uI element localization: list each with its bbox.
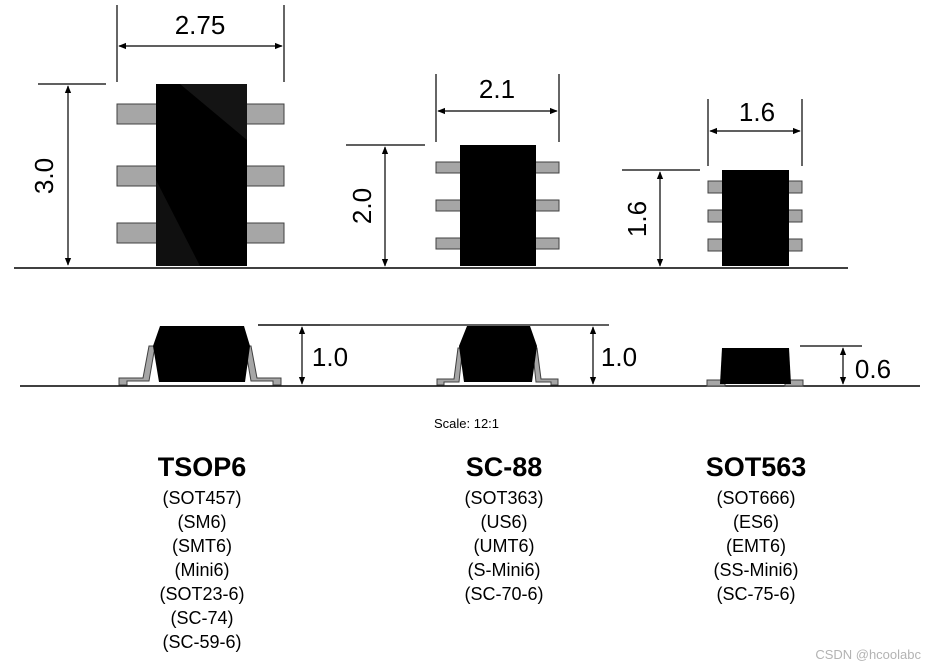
package-name: TSOP6 [157,452,247,482]
package-tsop6: TSOP6 (SOT457) (SM6) (SMT6) (Mini6) (SOT… [102,450,302,654]
tsop6-width-label: 2.75 [175,10,226,40]
sot563-height-label: 0.6 [855,354,891,384]
alias-item: (Mini6) [174,560,230,580]
alias-item: (SC-59-6) [162,632,242,652]
alias-item: (SM6) [177,512,227,532]
tsop6-side-view [118,326,282,386]
alias-item: (SC-75-6) [716,584,796,604]
package-drawing: 2.75 3.0 2.1 2.0 1.6 [14,5,920,387]
alias-list: (SOT666) (ES6) (EMT6) (SS-Mini6) (SC-75-… [656,486,856,606]
alias-item: (ES6) [732,512,779,532]
sc88-side-body [459,326,537,382]
sot563-side-body [720,348,791,384]
alias-item: (S-Mini6) [467,560,541,580]
package-sot563: SOT563 (SOT666) (ES6) (EMT6) (SS-Mini6) … [656,450,856,606]
tsop6-top-view [116,84,285,266]
package-sc88: SC-88 (SOT363) (US6) (UMT6) (S-Mini6) (S… [404,450,604,606]
sot563-side-view [706,348,804,387]
tsop6-leads [116,103,285,244]
sot563-length-label: 1.6 [622,201,652,237]
sot563-leads [707,180,803,252]
alias-item: (SOT666) [716,488,796,508]
sc88-side-view [436,326,559,386]
alias-item: (SOT23-6) [159,584,245,604]
sc88-length-label: 2.0 [347,188,377,224]
alias-item: (US6) [480,512,528,532]
alias-item: (SOT457) [162,488,242,508]
alias-item: (EMT6) [726,536,786,556]
alias-item: (SS-Mini6) [713,560,799,580]
scale-label: Scale: 12:1 [433,416,500,431]
tsop6-height-label: 1.0 [312,342,348,372]
alias-list: (SOT363) (US6) (UMT6) (S-Mini6) (SC-70-6… [404,486,604,606]
sc88-top-view [435,145,560,266]
package-name: SC-88 [465,452,543,482]
watermark: CSDN @hcoolabc [815,647,921,662]
tsop6-side-body [153,326,250,382]
package-name: SOT563 [705,452,807,482]
alias-item: (SC-74) [170,608,234,628]
sc88-height-label: 1.0 [601,342,637,372]
sc88-width-label: 2.1 [479,74,515,104]
alias-list: (SOT457) (SM6) (SMT6) (Mini6) (SOT23-6) … [102,486,302,654]
alias-item: (UMT6) [473,536,535,556]
alias-item: (SOT363) [464,488,544,508]
sot563-body [722,170,789,266]
sc88-body [460,145,536,266]
sot563-width-label: 1.6 [739,97,775,127]
alias-item: (SC-70-6) [464,584,544,604]
tsop6-length-label: 3.0 [29,158,59,194]
sot563-top-view [707,170,803,266]
alias-item: (SMT6) [172,536,232,556]
